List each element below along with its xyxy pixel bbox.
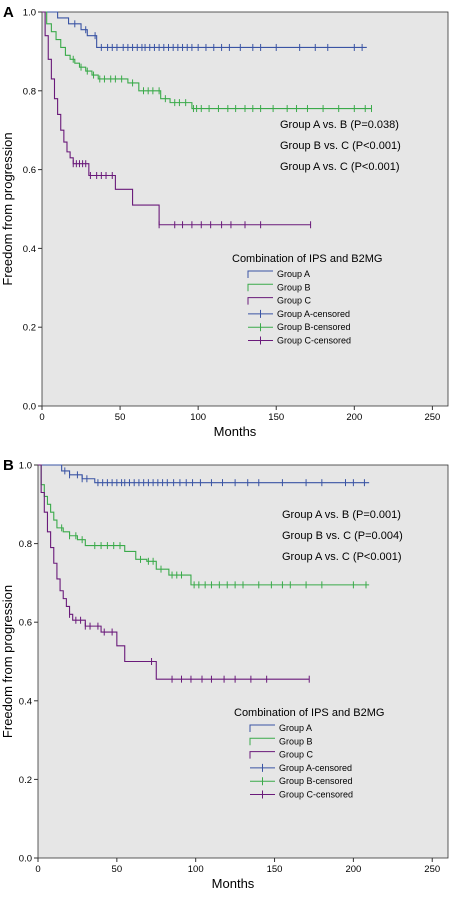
y-tick-label: 0.8 [19, 539, 32, 550]
y-tick-label: 0.8 [23, 86, 36, 97]
legend-swatch [247, 270, 273, 278]
panel-label: B [3, 457, 14, 474]
km-curve [42, 11, 311, 226]
plot-area [37, 464, 449, 859]
y-tick-label: 0.2 [23, 323, 36, 334]
legend-swatch [249, 737, 275, 746]
x-axis-label: Months [214, 424, 257, 439]
km-curve [38, 464, 370, 484]
series-group-b [42, 11, 372, 113]
legend: Combination of IPS and B2MG Group A Group … [232, 253, 382, 346]
legend-swatch [249, 724, 275, 732]
legend-title: Combination of IPS and B2MG [232, 253, 382, 265]
legend: Combination of IPS and B2MG Group A Group … [234, 707, 384, 800]
y-tick-label: 0.4 [19, 696, 32, 707]
km-curve [38, 464, 310, 680]
x-tick-label: 250 [424, 864, 440, 875]
legend-entry: Group B-censored [277, 322, 351, 332]
y-tick-label: 0.6 [23, 165, 36, 176]
p-value-annotation: Group A vs. C (P<0.001) [280, 161, 400, 173]
x-tick-label: 200 [345, 864, 361, 875]
legend-swatch [247, 283, 273, 292]
p-value-annotation: Group B vs. C (P<0.001) [280, 140, 401, 152]
plot-area [41, 11, 449, 407]
y-tick-label: 0.4 [23, 244, 36, 255]
legend-entry: Group A [279, 723, 312, 733]
series-group-b [38, 464, 370, 589]
legend-entry: Group C [277, 296, 312, 306]
legend-entry: Group B [277, 282, 311, 292]
legend-entry: Group A-censored [277, 309, 350, 319]
p-value-annotation: Group A vs. B (P=0.001) [282, 509, 401, 521]
series-group-a [42, 11, 367, 51]
y-tick-label: 0.2 [19, 775, 32, 786]
y-axis-label: Freedom from progression [0, 132, 15, 285]
legend-entry: Group B [279, 736, 313, 746]
y-tick-label: 1.0 [23, 8, 36, 19]
x-tick-label: 200 [346, 412, 362, 423]
chart-panel-a: A 0.0 0.2 0.4 0.6 0.8 1.0 0 50 100 150 200 250 Months… [0, 4, 449, 439]
series-group-a [38, 464, 370, 487]
km-curve [38, 464, 370, 586]
y-tick-label: 1.0 [19, 461, 32, 472]
x-tick-label: 0 [39, 412, 44, 423]
legend-swatch [247, 297, 273, 305]
x-tick-label: 0 [35, 864, 40, 875]
panel-label: A [3, 4, 14, 21]
legend-swatch [249, 751, 275, 759]
legend-entry: Group C-censored [279, 790, 353, 800]
x-tick-label: 100 [190, 412, 206, 423]
p-value-annotation: Group B vs. C (P=0.004) [282, 530, 403, 542]
x-tick-label: 150 [267, 864, 283, 875]
y-axis-label: Freedom from progression [0, 585, 15, 738]
legend-entry: Group A [277, 269, 310, 279]
y-tick-label: 0.6 [19, 618, 32, 629]
legend-entry: Group C [279, 750, 314, 760]
legend-title: Combination of IPS and B2MG [234, 707, 384, 719]
legend-entry: Group A-censored [279, 763, 352, 773]
p-value-annotation: Group A vs. B (P=0.038) [280, 119, 399, 131]
legend-entry: Group B-censored [279, 776, 353, 786]
series-group-c [38, 464, 310, 683]
x-tick-label: 50 [115, 412, 126, 423]
km-curve [42, 11, 372, 110]
y-tick-label: 0.0 [19, 854, 32, 865]
km-curve [42, 11, 367, 49]
p-value-annotation: Group A vs. C (P<0.001) [282, 551, 402, 563]
x-tick-label: 50 [112, 864, 123, 875]
series-group-c [42, 11, 312, 229]
x-tick-label: 250 [424, 412, 440, 423]
legend-entry: Group C-censored [277, 336, 351, 346]
x-tick-label: 150 [268, 412, 284, 423]
y-tick-label: 0.0 [23, 402, 36, 413]
chart-panel-b: B 0.0 0.2 0.4 0.6 0.8 1.0 0 50 100 150 200 250 Months… [0, 457, 449, 891]
x-tick-label: 100 [188, 864, 204, 875]
x-axis-label: Months [212, 876, 255, 891]
